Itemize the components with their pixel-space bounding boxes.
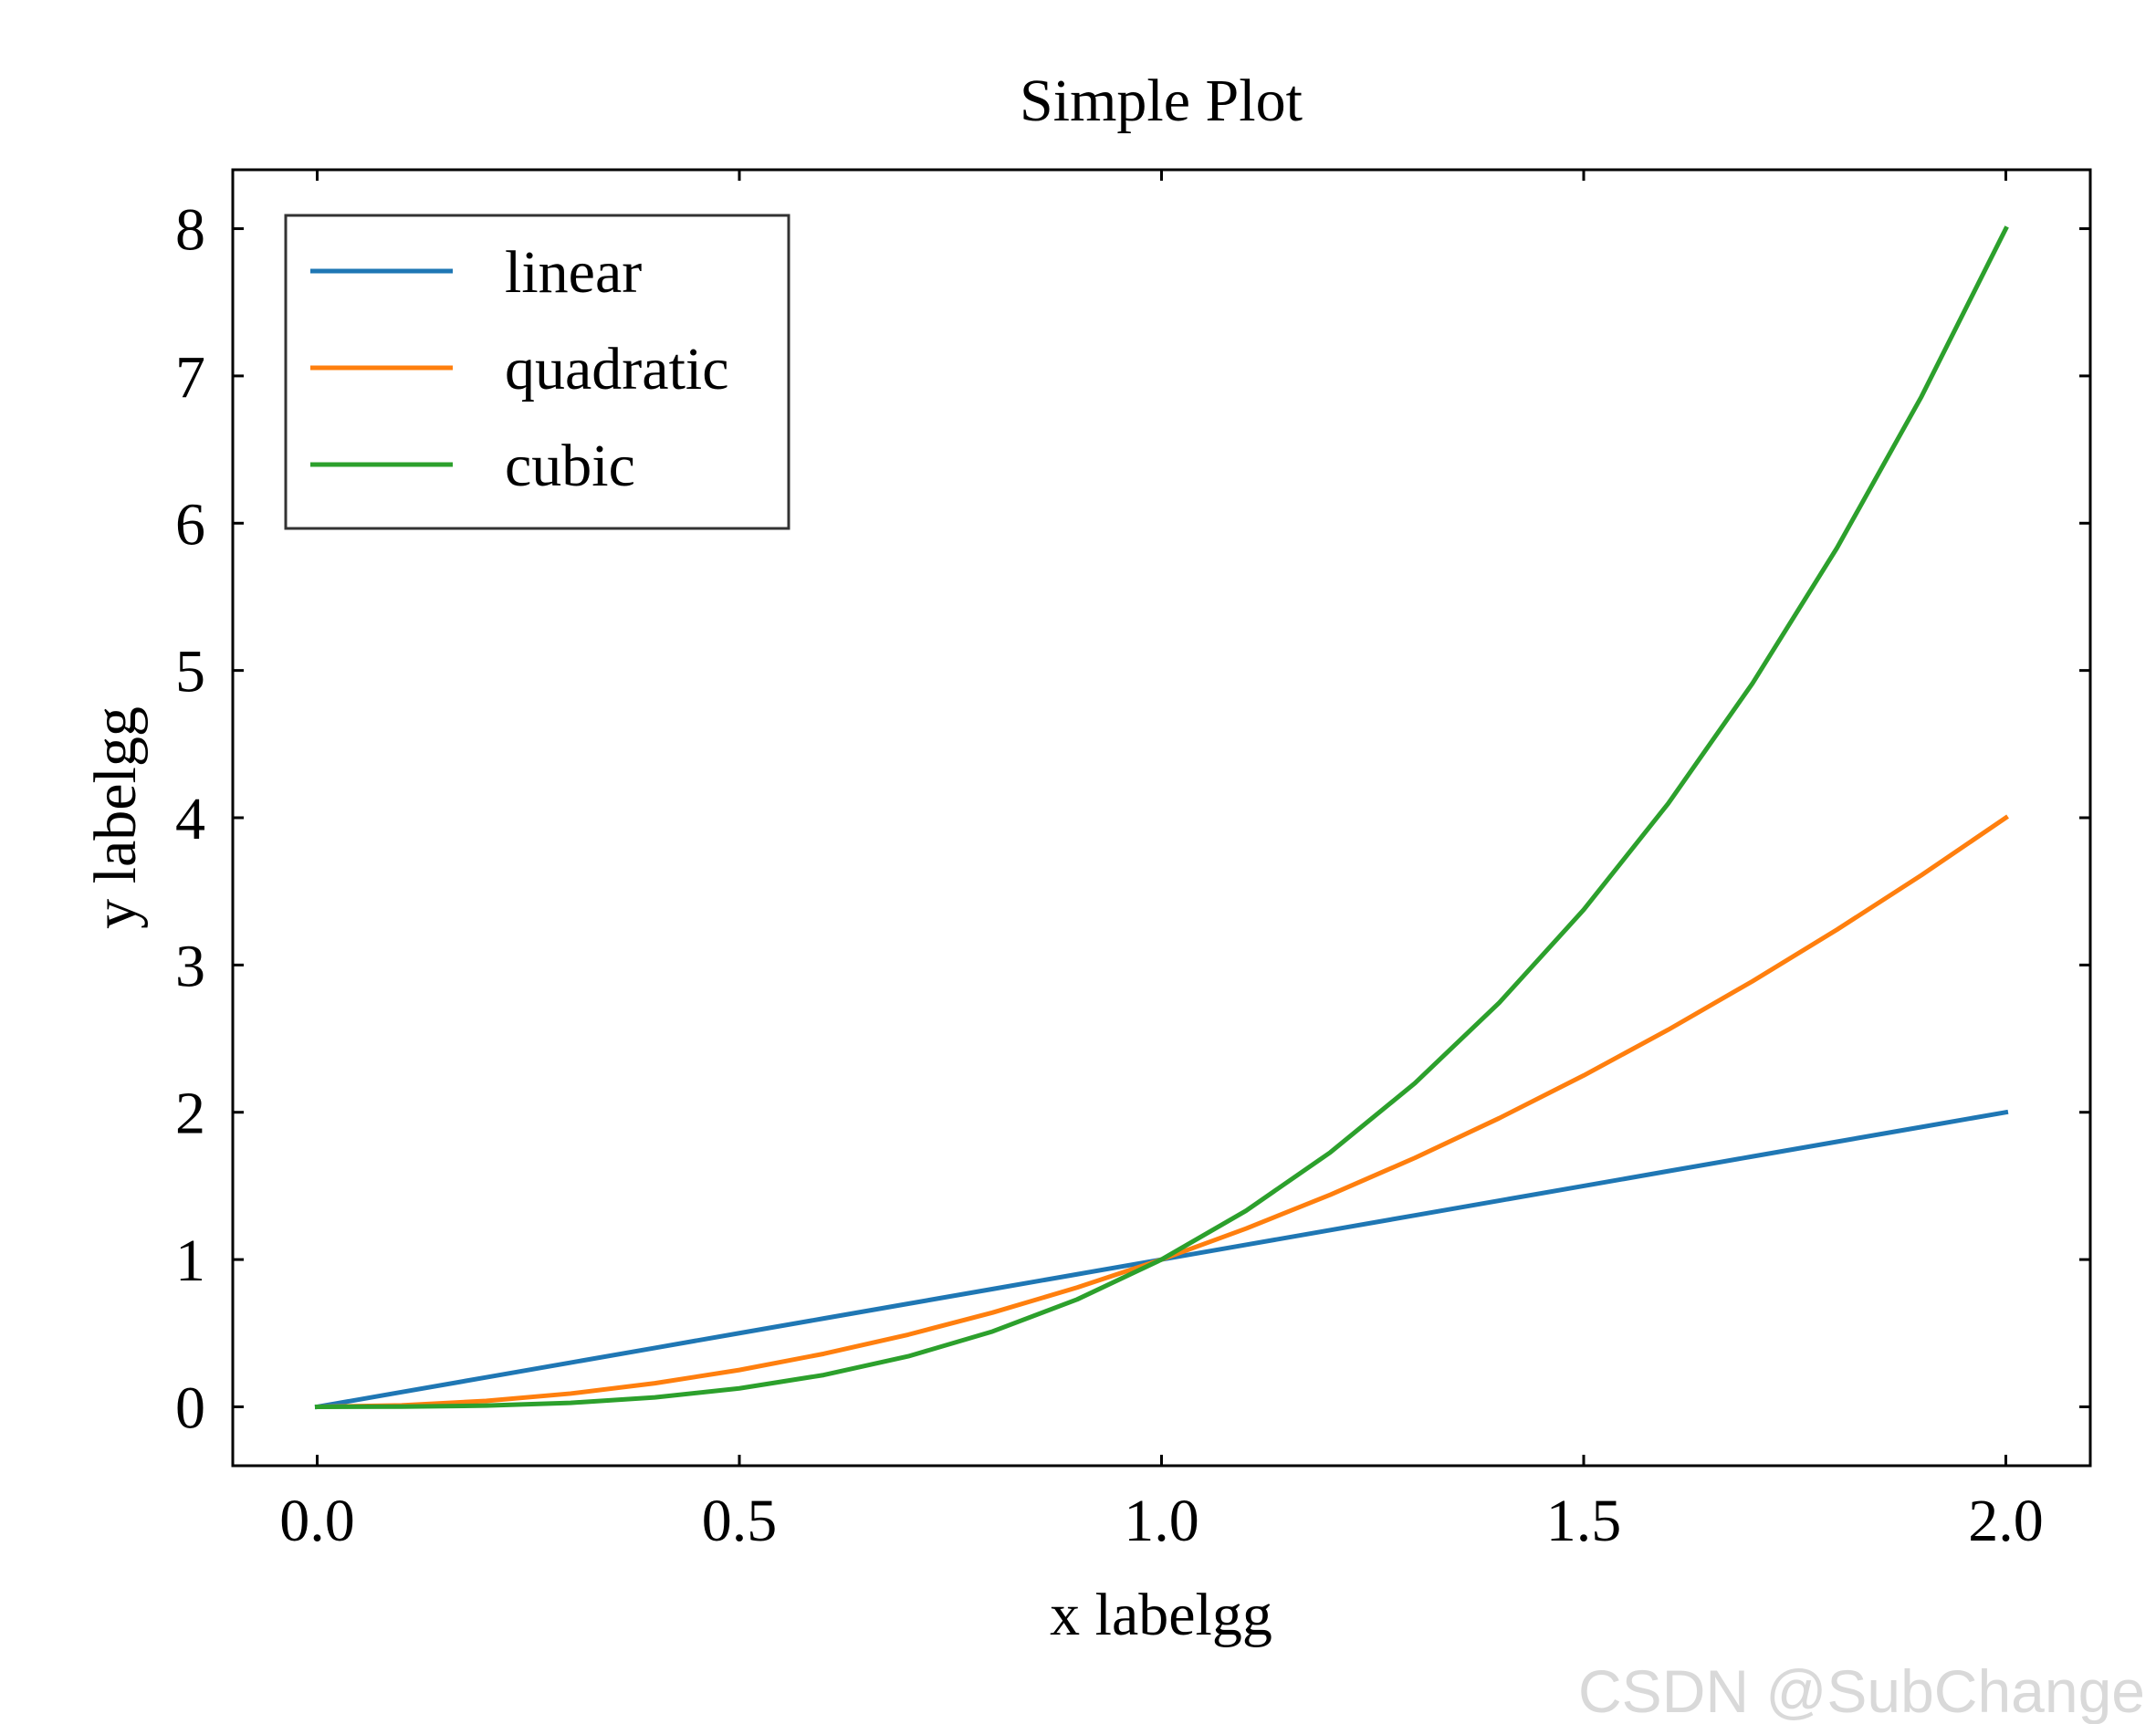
y-tick-label: 6 <box>175 491 205 558</box>
y-tick-label: 5 <box>175 639 205 705</box>
legend-box <box>284 214 790 530</box>
y-tick-label: 2 <box>175 1081 205 1147</box>
x-tick-label: 0.0 <box>279 1488 355 1554</box>
legend-entries: linear quadratic cubic <box>310 239 729 499</box>
legend-label-linear: linear <box>505 239 642 306</box>
ticks-layer: 0.0 0.5 1.0 1.5 2.0 0 1 2 3 4 5 6 7 8 <box>175 170 2090 1554</box>
y-tick-label: 1 <box>175 1228 205 1294</box>
y-tick-label: 0 <box>175 1374 205 1441</box>
chart-title: Simple Plot <box>1020 68 1303 134</box>
y-axis-label: y labelgg <box>82 706 149 929</box>
axes-frame <box>231 168 2092 1468</box>
series-line-quadratic <box>314 814 2009 1409</box>
y-tick-label: 4 <box>175 786 205 852</box>
legend-label-quadratic: quadratic <box>505 336 729 402</box>
plot-area: 0.0 0.5 1.0 1.5 2.0 0 1 2 3 4 5 6 7 8 <box>175 168 2092 1554</box>
y-tick-label: 7 <box>175 344 205 411</box>
x-tick-label: 2.0 <box>1968 1488 2044 1554</box>
y-tick-label: 8 <box>175 197 205 264</box>
legend: linear quadratic cubic <box>284 214 790 530</box>
x-tick-label: 1.5 <box>1546 1488 1622 1554</box>
series-line-cubic <box>314 225 2009 1409</box>
y-tick-label: 3 <box>175 933 205 999</box>
x-axis-label: x labelgg <box>1050 1582 1272 1648</box>
watermark: CSDN @SubChange <box>1578 1657 2145 1724</box>
x-tick-label: 1.0 <box>1124 1488 1199 1554</box>
series-layer <box>314 225 2009 1410</box>
x-tick-label: 0.5 <box>702 1488 778 1554</box>
legend-label-cubic: cubic <box>505 433 635 499</box>
